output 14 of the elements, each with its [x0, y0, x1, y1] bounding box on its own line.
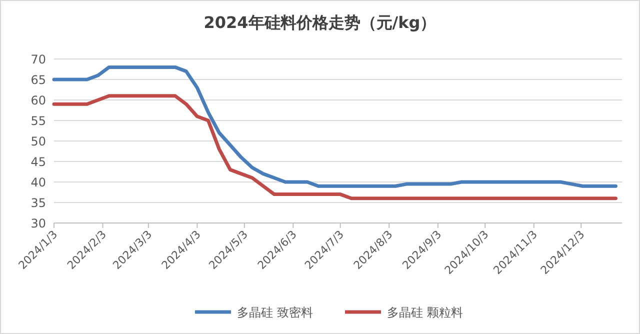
legend-label: 多晶硅 颗粒料 [387, 306, 463, 320]
legend-label: 多晶硅 致密料 [237, 306, 313, 320]
line-series [52, 65, 618, 188]
y-tick-label: 65 [30, 73, 46, 87]
line-series [52, 94, 618, 200]
y-tick-label: 55 [30, 114, 46, 128]
y-tick-label: 35 [30, 196, 46, 210]
chart-title: 2024年硅料价格走势（元/kg） [204, 13, 436, 32]
y-tick-label: 30 [30, 216, 46, 230]
y-tick-label: 60 [30, 94, 46, 108]
y-tick-label: 50 [30, 134, 46, 148]
y-tick-label: 70 [30, 52, 46, 66]
y-tick-label: 45 [30, 155, 46, 169]
y-tick-label: 40 [30, 176, 46, 190]
